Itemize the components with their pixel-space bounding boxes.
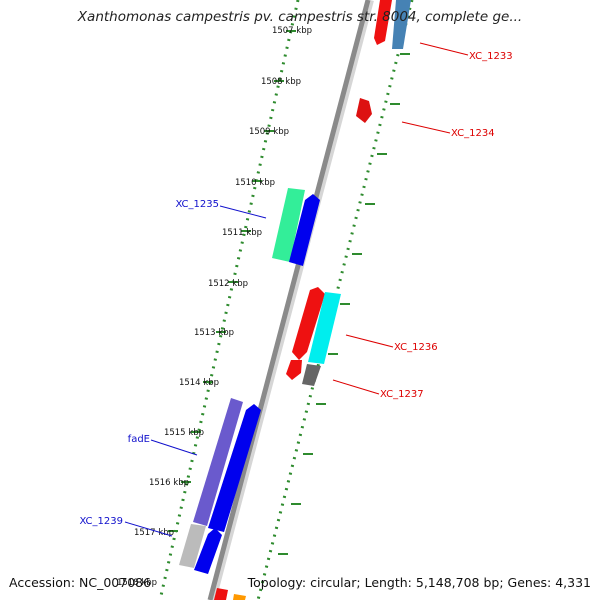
- gene-xc1239-cds[interactable]: [194, 528, 222, 574]
- kbp-label: 1512 kbp: [208, 279, 248, 289]
- kbp-labels: 1507 kbp 1508 kbp 1509 kbp 1510 kbp 1511…: [117, 26, 312, 588]
- gene-features[interactable]: [179, 0, 411, 600]
- gene-xc1235-cds[interactable]: [289, 194, 320, 266]
- gene-xc1234[interactable]: [356, 98, 372, 123]
- gene-label-xc1233: XC_1233: [469, 51, 513, 62]
- topology-text: Topology: circular; Length: 5,148,708 bp…: [247, 575, 591, 590]
- kbp-label: 1514 kbp: [179, 378, 219, 388]
- inner-tick-ring: [158, 0, 300, 600]
- kbp-label: 1518 kbp: [117, 578, 157, 588]
- gene-xc1237-gray[interactable]: [302, 364, 321, 386]
- kbp-label: 1507 kbp: [272, 26, 312, 36]
- gene-xc1236-red[interactable]: [292, 287, 325, 360]
- kbp-label: 1515 kbp: [164, 428, 204, 438]
- label-leaders: [124, 42, 469, 537]
- gene-xc1239[interactable]: [179, 524, 206, 568]
- gene-next-red[interactable]: [214, 588, 228, 600]
- kbp-label: 1517 kbp: [134, 528, 174, 538]
- kbp-label: 1509 kbp: [249, 127, 289, 137]
- gene-label-xc1234: XC_1234: [451, 128, 495, 139]
- gene-fade[interactable]: [193, 398, 243, 526]
- gene-label-xc1239: XC_1239: [79, 516, 123, 527]
- gene-xc1233-red[interactable]: [374, 0, 392, 45]
- genome-backbone: [207, 0, 371, 600]
- gene-labels: XC_1233 XC_1234 XC_1235 XC_1236 XC_1237 …: [79, 51, 512, 527]
- gene-label-xc1237: XC_1237: [380, 389, 424, 400]
- map-title: Xanthomonas campestris pv. campestris st…: [77, 9, 523, 25]
- kbp-label: 1516 kbp: [149, 478, 189, 488]
- gene-fade-cds[interactable]: [208, 404, 261, 532]
- gene-label-xc1236: XC_1236: [394, 342, 438, 353]
- kbp-label: 1513 kbp: [194, 328, 234, 338]
- gene-xc1233-blue[interactable]: [392, 0, 411, 49]
- kbp-label: 1510 kbp: [235, 178, 275, 188]
- major-ticks: [168, 30, 410, 555]
- gene-xc1236-cyan[interactable]: [308, 292, 341, 364]
- gene-label-fade: fadE: [128, 434, 150, 445]
- gene-xc1235-green[interactable]: [272, 188, 305, 262]
- gene-label-xc1235: XC_1235: [175, 199, 219, 210]
- accession-text: Accession: NC_007086: [9, 575, 152, 590]
- kbp-label: 1511 kbp: [222, 228, 262, 238]
- gene-xc1237-red[interactable]: [286, 360, 302, 380]
- gene-next-orange[interactable]: [233, 594, 246, 600]
- kbp-label: 1508 kbp: [261, 77, 301, 87]
